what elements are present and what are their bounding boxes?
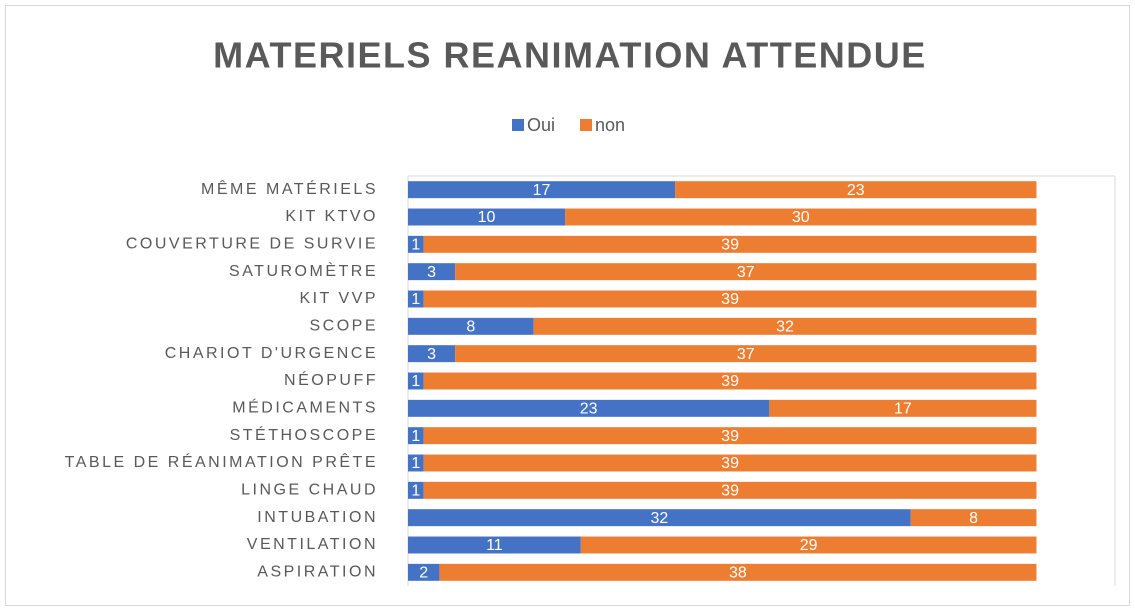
bar-segment [408, 263, 456, 281]
value-label: 3 [427, 346, 436, 363]
y-tick-label: CHARIOT D'URGENCE [165, 345, 378, 362]
y-tick-label: NÉOPUFF [284, 370, 378, 389]
value-label: 32 [650, 510, 668, 527]
bar-segment [533, 317, 1037, 335]
bar-segment [408, 454, 424, 472]
value-label: 1 [411, 483, 420, 500]
legend-swatch [512, 119, 524, 131]
bar-segment [423, 427, 1037, 445]
y-tick-label: MÉDICAMENTS [232, 398, 378, 417]
bar-segment [423, 481, 1037, 499]
value-label: 30 [792, 209, 810, 226]
bar-segment [408, 290, 424, 308]
bar-segment [423, 235, 1037, 253]
bar-segment [769, 399, 1037, 417]
value-label: 37 [737, 346, 755, 363]
bar-segment [408, 235, 424, 253]
value-label: 29 [800, 537, 818, 554]
bar-segment [408, 181, 676, 199]
value-label: 39 [721, 428, 739, 445]
y-tick-label: INTUBATION [257, 509, 378, 526]
bar-segment [423, 372, 1037, 390]
y-tick-label: COUVERTURE DE SURVIE [126, 236, 378, 253]
value-label: 1 [411, 455, 420, 472]
bar-segment [910, 509, 1037, 527]
bar-segment [455, 263, 1037, 281]
bar-segment [423, 290, 1037, 308]
y-tick-label: MÊME MATÉRIELS [201, 179, 378, 198]
y-tick-label: VENTILATION [247, 536, 378, 553]
value-label: 37 [737, 264, 755, 281]
value-label: 39 [721, 237, 739, 254]
bar-segment [408, 536, 581, 554]
value-label: 39 [721, 455, 739, 472]
value-label: 3 [427, 264, 436, 281]
value-label: 23 [580, 401, 598, 418]
legend-swatch [580, 119, 593, 131]
bar-segment [408, 509, 911, 527]
bar-segment [408, 208, 566, 226]
value-label: 1 [411, 291, 420, 308]
value-label: 2 [419, 565, 428, 582]
y-tick-label: TABLE DE RÉANIMATION PRÊTE [65, 452, 378, 471]
chart-title: MATERIELS REANIMATION ATTENDUE [213, 35, 927, 76]
legend-label: Oui [527, 115, 555, 135]
bar-segment [675, 181, 1037, 199]
value-label: 1 [411, 373, 420, 390]
value-label: 1 [411, 428, 420, 445]
value-label: 17 [533, 182, 551, 199]
value-label: 10 [478, 209, 496, 226]
value-label: 11 [486, 537, 503, 554]
value-label: 39 [721, 483, 739, 500]
bar-segment [423, 454, 1037, 472]
bar-segment [455, 345, 1037, 363]
bar-segment [408, 427, 424, 445]
value-label: 8 [466, 319, 475, 336]
value-label: 39 [721, 373, 739, 390]
y-tick-label: KIT KTVO [285, 208, 378, 225]
value-label: 38 [729, 565, 747, 582]
bar-segment [565, 208, 1037, 226]
value-label: 17 [894, 401, 912, 418]
y-tick-label: STÉTHOSCOPE [230, 425, 378, 444]
y-tick-label: SCOPE [309, 318, 378, 335]
y-tick-label: LINGE CHAUD [241, 482, 378, 499]
bar-segment [408, 399, 770, 417]
value-label: 8 [969, 510, 978, 527]
value-label: 1 [411, 237, 420, 254]
value-label: 23 [847, 182, 865, 199]
y-tick-label: ASPIRATION [257, 564, 378, 581]
value-label: 39 [721, 291, 739, 308]
bar-segment [580, 536, 1037, 554]
bar-segment [408, 317, 534, 335]
y-tick-label: SATUROMÈTRE [229, 261, 378, 280]
bar-segment [408, 345, 456, 363]
bar-segment [408, 563, 440, 581]
y-tick-label: KIT VVP [299, 290, 378, 307]
legend-label: non [595, 115, 625, 135]
bar-segment [408, 372, 424, 390]
bar-segment [439, 563, 1037, 581]
bar-segment [408, 481, 424, 499]
value-label: 32 [776, 319, 794, 336]
